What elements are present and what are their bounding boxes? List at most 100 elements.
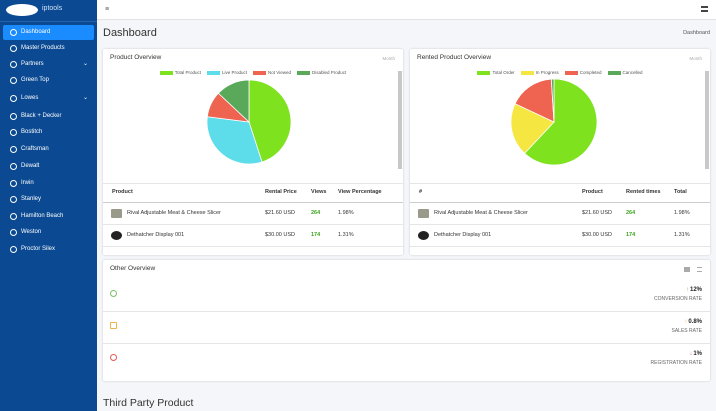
table-cell: $21.60 USD bbox=[265, 210, 295, 216]
stat-icon bbox=[110, 322, 117, 329]
pie-slice bbox=[550, 78, 555, 123]
menu-item[interactable]: Green Top bbox=[3, 73, 94, 88]
pie-slice bbox=[217, 79, 250, 123]
sidebar: iptools Dashboard Master Products Partners… bbox=[0, 0, 97, 411]
period-filter[interactable]: Month bbox=[382, 56, 395, 61]
menu-item[interactable]: Irwin bbox=[3, 176, 94, 191]
stat-label: SALES RATE bbox=[671, 328, 702, 334]
menu-icon bbox=[10, 163, 17, 170]
legend-item[interactable]: Disabled Product bbox=[296, 70, 347, 75]
breadcrumb[interactable]: Dashboard bbox=[683, 30, 710, 36]
table-cell: $30.00 USD bbox=[582, 232, 612, 238]
menu-label: Proctor Silex bbox=[21, 246, 56, 252]
column-header: View Percentage bbox=[338, 189, 382, 195]
legend: Total Product Live Product Not Viewed Disab… bbox=[103, 70, 403, 75]
legend-label: In Progress bbox=[535, 70, 559, 75]
table-cell: 1.98% bbox=[338, 210, 354, 216]
row-divider bbox=[410, 246, 710, 247]
menu-icon bbox=[10, 246, 17, 253]
row-divider bbox=[103, 224, 403, 225]
menu-label: Irwin bbox=[21, 180, 34, 186]
legend-item[interactable]: Cancelled bbox=[607, 70, 643, 75]
menu-icon bbox=[10, 180, 17, 187]
pie-slice bbox=[510, 103, 555, 154]
apps-button[interactable] bbox=[701, 6, 708, 12]
brand: iptools bbox=[42, 5, 63, 12]
column-header: Product bbox=[582, 189, 603, 195]
legend-swatch bbox=[159, 70, 173, 75]
menu-item[interactable]: Black + Decker bbox=[3, 109, 94, 124]
menu-button[interactable] bbox=[697, 267, 702, 272]
menu-icon bbox=[10, 129, 17, 136]
table-cell: Dethatcher Display 001 bbox=[434, 232, 492, 238]
menu-item[interactable]: Lowes ⌄ bbox=[3, 91, 94, 106]
menu-item[interactable]: Hamilton Beach bbox=[3, 209, 94, 224]
section-title: Third Party Product bbox=[103, 397, 194, 409]
table-cell: 1.31% bbox=[338, 232, 354, 238]
legend-label: Total Product bbox=[174, 70, 202, 75]
menu-item[interactable]: Stanley bbox=[3, 192, 94, 207]
legend-label: Completed bbox=[579, 70, 602, 75]
chevron: ⌄ bbox=[82, 61, 88, 67]
download-button[interactable] bbox=[684, 267, 690, 272]
other-overview-card: Other Overview ↑12% CONVERSION RATE ↑0.8% S… bbox=[103, 260, 710, 381]
menu-icon bbox=[10, 113, 17, 120]
menu-label: Master Products bbox=[21, 45, 65, 51]
pie-chart bbox=[206, 79, 292, 165]
menu-label: Stanley bbox=[21, 196, 42, 202]
legend-swatch bbox=[207, 70, 221, 75]
menu-icon bbox=[10, 196, 17, 203]
menu-item[interactable]: Partners ⌄ bbox=[3, 57, 94, 72]
menu-item[interactable]: Master Products bbox=[3, 41, 94, 56]
stat-value: ↑12% bbox=[686, 287, 702, 293]
table-cell: 174 bbox=[626, 232, 636, 238]
legend-item[interactable]: Total Order bbox=[477, 70, 515, 75]
logo bbox=[6, 4, 38, 16]
legend-swatch bbox=[477, 70, 491, 75]
menu-label: Weston bbox=[21, 229, 42, 235]
column-header: # bbox=[419, 189, 423, 195]
stat-value: ↓1% bbox=[689, 351, 702, 357]
menu-item[interactable]: Dashboard bbox=[3, 25, 94, 40]
legend-label: Live Product bbox=[222, 70, 248, 75]
menu-item[interactable]: Dewalt bbox=[3, 159, 94, 174]
period-filter[interactable]: Month bbox=[689, 56, 702, 61]
stat-label: REGISTRATION RATE bbox=[650, 360, 702, 366]
legend-item[interactable]: In Progress bbox=[520, 70, 559, 75]
legend-item[interactable]: Total Product bbox=[159, 70, 202, 75]
menu-item[interactable]: Bostitch bbox=[3, 125, 94, 140]
menu-label: Lowes bbox=[21, 95, 39, 101]
menu-item[interactable]: Weston bbox=[3, 225, 94, 240]
menu-item[interactable]: Craftsman bbox=[3, 142, 94, 157]
table-cell: 264 bbox=[311, 210, 321, 216]
card-title: Rented Product Overview bbox=[417, 54, 492, 61]
row-divider bbox=[103, 246, 403, 247]
column-header: Total bbox=[674, 189, 687, 195]
table-cell: 174 bbox=[311, 232, 321, 238]
legend-label: Disabled Product bbox=[311, 70, 347, 75]
menu-label: Bostitch bbox=[21, 129, 43, 135]
stat-number: 0.8% bbox=[688, 319, 702, 325]
menu-label: Partners bbox=[21, 61, 44, 67]
product-overview-card: Product Overview Month Total Product Live P… bbox=[103, 49, 403, 255]
menu-label: Dewalt bbox=[21, 163, 40, 169]
column-header: Rental Price bbox=[265, 189, 297, 195]
rented-overview-card: Rented Product Overview Month Total Order I… bbox=[410, 49, 710, 255]
trend-arrow: ↓ bbox=[689, 351, 693, 357]
menu-icon bbox=[10, 77, 17, 84]
table-cell: $30.00 USD bbox=[265, 232, 295, 238]
menu-label: Dashboard bbox=[21, 29, 51, 35]
legend-item[interactable]: Not Viewed bbox=[253, 70, 291, 75]
legend-item[interactable]: Completed bbox=[564, 70, 602, 75]
stat-value: ↑0.8% bbox=[684, 319, 702, 325]
menu-toggle[interactable]: ≡ bbox=[105, 6, 110, 13]
menu-item[interactable]: Proctor Silex bbox=[3, 242, 94, 257]
menu-label: Green Top bbox=[21, 77, 49, 83]
legend-item[interactable]: Live Product bbox=[207, 70, 247, 75]
legend-swatch bbox=[564, 70, 578, 75]
menu-icon bbox=[10, 213, 17, 220]
pie-slice bbox=[523, 78, 598, 166]
pie-slice bbox=[206, 116, 263, 165]
table-divider bbox=[410, 183, 710, 184]
